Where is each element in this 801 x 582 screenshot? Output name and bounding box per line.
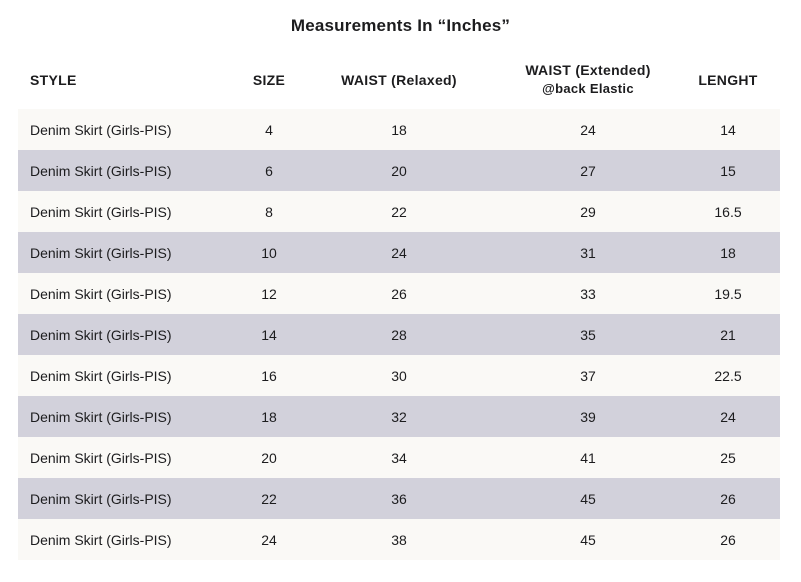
cell-waist_extended: 37 <box>500 355 676 396</box>
cell-waist_relaxed: 22 <box>298 191 500 232</box>
cell-size: 22 <box>240 478 298 519</box>
cell-style: Denim Skirt (Girls-PIS) <box>18 232 240 273</box>
cell-size: 12 <box>240 273 298 314</box>
cell-waist_relaxed: 20 <box>298 150 500 191</box>
cell-style: Denim Skirt (Girls-PIS) <box>18 191 240 232</box>
table-row: Denim Skirt (Girls-PIS) 18 32 39 24 <box>18 396 780 437</box>
cell-style: Denim Skirt (Girls-PIS) <box>18 314 240 355</box>
cell-waist_relaxed: 26 <box>298 273 500 314</box>
cell-waist_extended: 24 <box>500 109 676 150</box>
cell-size: 16 <box>240 355 298 396</box>
cell-length: 26 <box>676 478 780 519</box>
cell-length: 16.5 <box>676 191 780 232</box>
cell-waist_extended: 45 <box>500 478 676 519</box>
cell-waist_relaxed: 18 <box>298 109 500 150</box>
table-row: Denim Skirt (Girls-PIS) 6 20 27 15 <box>18 150 780 191</box>
column-header-waist-extended-sublabel: @back Elastic <box>542 81 634 96</box>
cell-waist_relaxed: 34 <box>298 437 500 478</box>
cell-waist_extended: 27 <box>500 150 676 191</box>
table-row: Denim Skirt (Girls-PIS) 12 26 33 19.5 <box>18 273 780 314</box>
cell-style: Denim Skirt (Girls-PIS) <box>18 519 240 560</box>
cell-waist_relaxed: 28 <box>298 314 500 355</box>
cell-size: 18 <box>240 396 298 437</box>
cell-style: Denim Skirt (Girls-PIS) <box>18 273 240 314</box>
cell-length: 14 <box>676 109 780 150</box>
cell-size: 24 <box>240 519 298 560</box>
column-header-length: LENGHT <box>698 71 758 88</box>
cell-size: 8 <box>240 191 298 232</box>
column-header-waist-extended: WAIST (Extended) @back Elastic <box>500 36 676 109</box>
column-header-size: SIZE <box>252 71 286 88</box>
cell-waist_relaxed: 24 <box>298 232 500 273</box>
cell-waist_relaxed: 38 <box>298 519 500 560</box>
cell-length: 25 <box>676 437 780 478</box>
column-header-waist-relaxed: WAIST (Relaxed) <box>341 71 457 88</box>
cell-length: 18 <box>676 232 780 273</box>
table-header: STYLE SIZE WAIST (Relaxed) WAIST (Extend… <box>18 36 780 109</box>
column-header-style: STYLE <box>30 71 77 88</box>
cell-waist_relaxed: 36 <box>298 478 500 519</box>
cell-waist_extended: 31 <box>500 232 676 273</box>
cell-length: 26 <box>676 519 780 560</box>
table-row: Denim Skirt (Girls-PIS) 10 24 31 18 <box>18 232 780 273</box>
cell-style: Denim Skirt (Girls-PIS) <box>18 437 240 478</box>
cell-waist_relaxed: 32 <box>298 396 500 437</box>
header-row: STYLE SIZE WAIST (Relaxed) WAIST (Extend… <box>18 36 780 109</box>
cell-waist_relaxed: 30 <box>298 355 500 396</box>
cell-length: 24 <box>676 396 780 437</box>
cell-size: 10 <box>240 232 298 273</box>
table-row: Denim Skirt (Girls-PIS) 16 30 37 22.5 <box>18 355 780 396</box>
cell-style: Denim Skirt (Girls-PIS) <box>18 150 240 191</box>
cell-waist_extended: 45 <box>500 519 676 560</box>
cell-length: 19.5 <box>676 273 780 314</box>
table-body: Denim Skirt (Girls-PIS) 4 18 24 14 Denim Skir… <box>18 109 780 560</box>
cell-style: Denim Skirt (Girls-PIS) <box>18 109 240 150</box>
cell-waist_extended: 41 <box>500 437 676 478</box>
cell-size: 4 <box>240 109 298 150</box>
cell-length: 22.5 <box>676 355 780 396</box>
measurements-table: STYLE SIZE WAIST (Relaxed) WAIST (Extend… <box>18 36 780 560</box>
cell-size: 20 <box>240 437 298 478</box>
cell-waist_extended: 39 <box>500 396 676 437</box>
table-row: Denim Skirt (Girls-PIS) 24 38 45 26 <box>18 519 780 560</box>
cell-length: 15 <box>676 150 780 191</box>
cell-style: Denim Skirt (Girls-PIS) <box>18 396 240 437</box>
cell-waist_extended: 35 <box>500 314 676 355</box>
cell-waist_extended: 29 <box>500 191 676 232</box>
cell-style: Denim Skirt (Girls-PIS) <box>18 478 240 519</box>
cell-size: 6 <box>240 150 298 191</box>
column-header-waist-extended-label: WAIST (Extended) <box>525 62 651 78</box>
table-row: Denim Skirt (Girls-PIS) 22 36 45 26 <box>18 478 780 519</box>
cell-size: 14 <box>240 314 298 355</box>
cell-style: Denim Skirt (Girls-PIS) <box>18 355 240 396</box>
table-row: Denim Skirt (Girls-PIS) 20 34 41 25 <box>18 437 780 478</box>
page-title: Measurements In “Inches” <box>290 16 511 35</box>
table-row: Denim Skirt (Girls-PIS) 8 22 29 16.5 <box>18 191 780 232</box>
table-row: Denim Skirt (Girls-PIS) 14 28 35 21 <box>18 314 780 355</box>
table-row: Denim Skirt (Girls-PIS) 4 18 24 14 <box>18 109 780 150</box>
cell-length: 21 <box>676 314 780 355</box>
cell-waist_extended: 33 <box>500 273 676 314</box>
